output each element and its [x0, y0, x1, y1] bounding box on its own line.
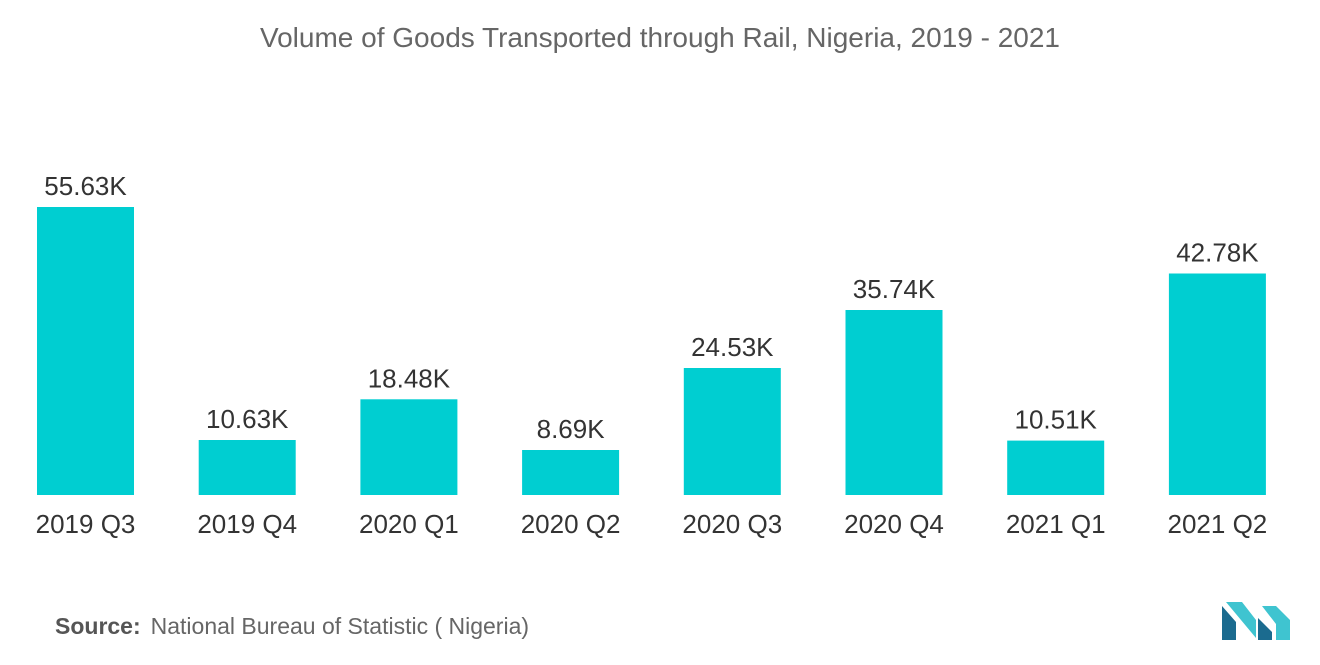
source-label: Source: — [55, 613, 141, 639]
category-label: 2019 Q3 — [36, 509, 136, 539]
data-label: 24.53K — [691, 332, 774, 362]
category-label: 2019 Q4 — [197, 509, 297, 539]
data-label: 42.78K — [1176, 238, 1259, 268]
category-label: 2021 Q1 — [1006, 509, 1106, 539]
bar-2019-q4 — [198, 440, 296, 495]
data-label: 8.69K — [537, 414, 606, 444]
bar-chart: 55.63K 2019 Q3 10.63K 2019 Q4 18.48K 2020 Q1 8… — [36, 171, 1268, 539]
bar-2021-q1 — [1007, 440, 1105, 495]
source-note: Source: National Bureau of Statistic ( Ni… — [55, 613, 529, 640]
bar-2020-q3 — [683, 368, 781, 495]
category-label: 2020 Q1 — [359, 509, 459, 539]
bar-2020-q4 — [845, 310, 943, 495]
category-label: 2020 Q2 — [521, 509, 621, 539]
chart-title: Volume of Goods Transported through Rail… — [259, 22, 1061, 53]
data-label: 10.63K — [206, 404, 289, 434]
bar-2021-q2 — [1168, 273, 1266, 495]
category-label: 2020 Q4 — [844, 509, 944, 539]
data-label: 18.48K — [368, 363, 451, 393]
bar-2020-q2 — [522, 450, 620, 495]
data-label: 10.51K — [1014, 405, 1097, 435]
category-label: 2020 Q3 — [682, 509, 782, 539]
source-text: National Bureau of Statistic ( Nigeria) — [150, 613, 530, 639]
data-label: 35.74K — [853, 274, 936, 304]
category-label: 2021 Q2 — [1168, 509, 1268, 539]
bar-2020-q1 — [360, 399, 458, 495]
bar-2019-q3 — [37, 207, 134, 495]
data-label: 55.63K — [44, 171, 127, 201]
mordor-intelligence-logo-icon — [1222, 602, 1290, 640]
